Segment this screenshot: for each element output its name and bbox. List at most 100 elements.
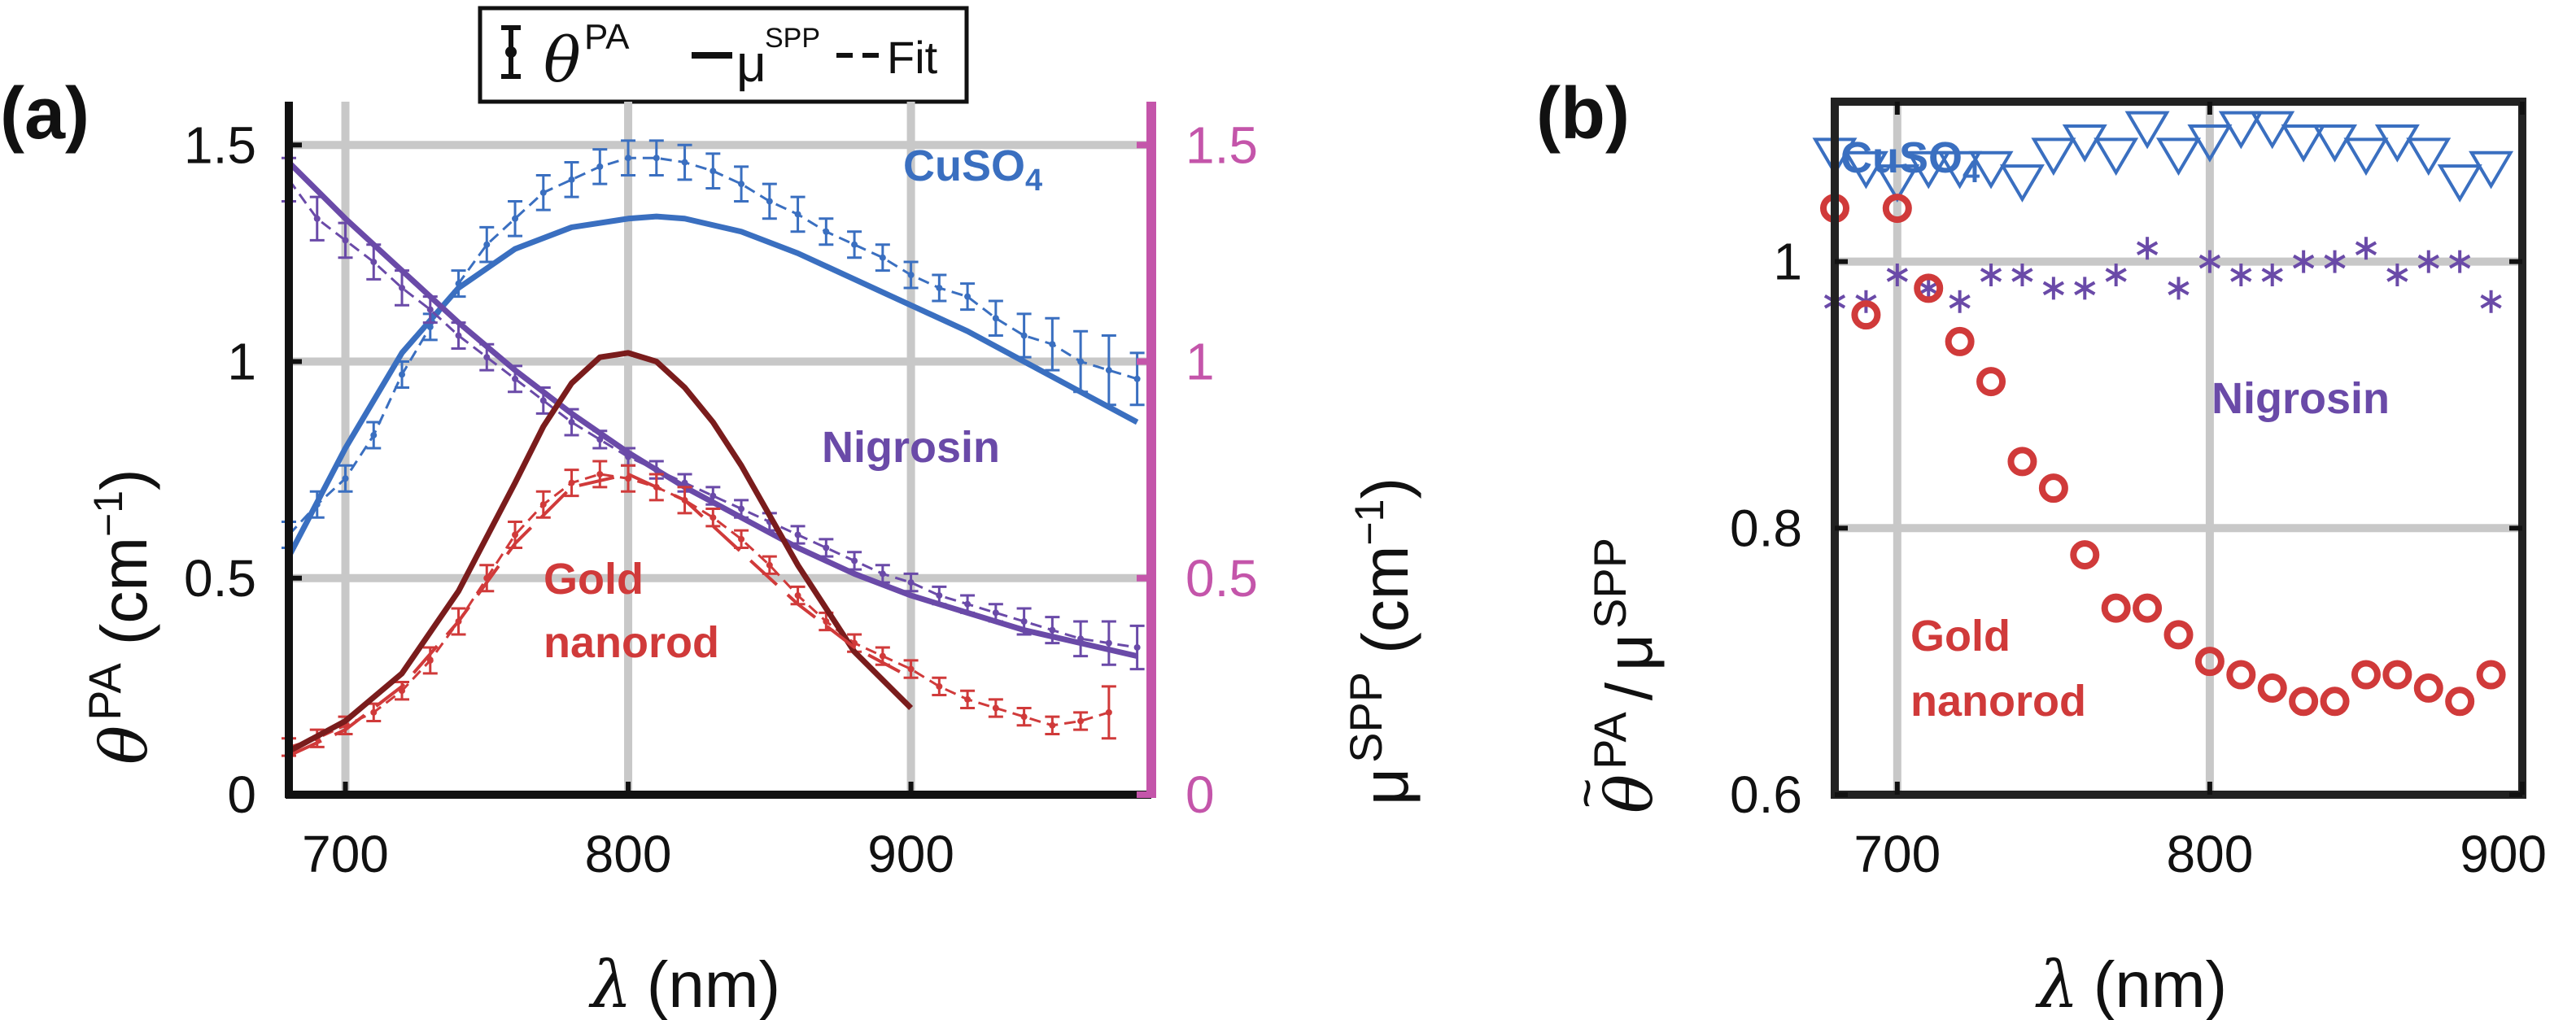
marker-nigrosin-14 <box>2261 264 2283 286</box>
svg-text:~: ~ <box>1557 778 1616 809</box>
marker-cuso4-15 <box>2281 124 2326 163</box>
marker-gold-1 <box>1851 300 1881 330</box>
marker-nigrosin-3 <box>1918 277 1940 300</box>
errorbar-point-a-4-3 <box>366 702 382 722</box>
marker-nigrosin-19 <box>2417 250 2439 273</box>
errorbar-point-a-4-23 <box>932 676 947 697</box>
marker-nigrosin-13 <box>2230 264 2252 286</box>
marker-nigrosin-9 <box>2105 264 2127 286</box>
errorbar-point-a-0-18 <box>790 195 806 233</box>
marker-cuso4-20 <box>2437 164 2482 203</box>
marker-nigrosin-15 <box>2293 250 2315 273</box>
axis-frame-b <box>1831 98 2526 799</box>
errorbar-point-a-0-24 <box>960 282 976 312</box>
errorbar-point-a-0-7 <box>479 225 495 264</box>
legend-fit-label: Fit <box>887 32 938 83</box>
errorbar-point-a-0-15 <box>705 152 721 190</box>
annotation-gold-b-2: nanorod <box>1910 677 2086 726</box>
series-fit-a-6 <box>288 472 912 757</box>
panel-b-xlabel: λ (nm) <box>2035 947 2227 1020</box>
marker-gold-13 <box>2226 660 2256 690</box>
marker-nigrosin-21 <box>2480 290 2502 313</box>
marker-nigrosin-11 <box>2168 277 2190 300</box>
marker-cuso4-21 <box>2469 150 2514 190</box>
errorbar-point-a-0-13 <box>648 139 664 177</box>
errorbar-point-a-0-26 <box>1016 312 1032 359</box>
marker-nigrosin-20 <box>2449 250 2471 273</box>
marker-cuso4-11 <box>2156 137 2201 177</box>
errorbar-point-a-0-25 <box>988 299 1003 338</box>
errorbar-point-a-4-28 <box>1073 711 1089 731</box>
marker-gold-10 <box>2133 593 2163 623</box>
marker-cuso4-8 <box>2062 124 2107 163</box>
marker-nigrosin-7 <box>2042 277 2064 300</box>
errorbar-point-a-2-1 <box>309 195 325 242</box>
panel-a-y2label: μSPP(cm−1) <box>1340 477 1421 805</box>
marker-gold-17 <box>2351 660 2381 690</box>
marker-gold-20 <box>2445 687 2475 717</box>
marker-cuso4-9 <box>2094 137 2139 177</box>
marker-nigrosin-18 <box>2386 264 2408 286</box>
panel-b: (b) 700 800 900 0.6 0.8 1 CuSO4 Nigrosin Gold… <box>1536 73 2547 1020</box>
errorbar-point-a-2-30 <box>1129 624 1145 671</box>
errorbar-point-a-0-8 <box>508 199 523 238</box>
marker-nigrosin-5 <box>1980 264 2002 286</box>
svg-text:θPA/μSPP: θPA/μSPP <box>1584 538 1667 813</box>
errorbar-point-a-0-10 <box>564 161 579 198</box>
ytick-label-b-2: 1 <box>1773 233 1802 291</box>
marker-cuso4-16 <box>2312 124 2358 163</box>
annotation-nigrosin-a: Nigrosin <box>822 423 1000 472</box>
marker-gold-3 <box>1914 273 1944 303</box>
marker-gold-2 <box>1882 194 1912 224</box>
marker-gold-5 <box>1976 367 2006 397</box>
marker-cuso4-19 <box>2406 137 2452 177</box>
marker-gold-18 <box>2382 660 2412 690</box>
errorbar-point-a-4-17 <box>762 555 777 575</box>
errorbar-point-a-2-20 <box>847 551 862 571</box>
marker-nigrosin-6 <box>2011 264 2033 286</box>
errorbar-point-a-2-19 <box>819 538 834 558</box>
marker-cuso4-6 <box>1999 164 2045 203</box>
errorbar-point-a-4-12 <box>621 464 636 493</box>
marker-nigrosin-4 <box>1949 290 1971 313</box>
panel-a-label: (a) <box>0 73 90 155</box>
errorbar-point-a-4-15 <box>705 508 721 528</box>
errorbar-point-a-0-14 <box>677 143 692 181</box>
xtick-label-b-0: 700 <box>1853 825 1941 883</box>
marker-cuso4-14 <box>2250 111 2295 150</box>
xtick-label-b-1: 800 <box>2167 825 2254 883</box>
errorbar-point-a-0-21 <box>875 243 890 272</box>
marker-gold-21 <box>2476 660 2506 690</box>
marker-gold-8 <box>2070 540 2100 570</box>
errorbar-point-a-4-22 <box>903 659 919 679</box>
y2tick-label-a-2: 1 <box>1185 333 1215 391</box>
errorbar-point-a-0-29 <box>1101 334 1116 407</box>
errorbar-point-a-0-9 <box>535 174 551 211</box>
marker-nigrosin-10 <box>2136 237 2159 260</box>
marker-gold-6 <box>2007 447 2037 477</box>
errorbar-point-a-0-20 <box>847 230 862 259</box>
marker-nigrosin-16 <box>2324 250 2346 273</box>
errorbar-point-a-2-2 <box>338 221 353 259</box>
errorbar-point-a-0-3 <box>366 421 382 450</box>
ytick-label-a-2: 1 <box>227 333 256 391</box>
legend-line-sup: SPP <box>765 23 820 54</box>
marker-cuso4-13 <box>2218 111 2264 150</box>
series-line-a-1 <box>286 213 1139 558</box>
panel-a-xlabel: λ (nm) <box>588 947 780 1020</box>
y2tick-label-a-0: 0 <box>1185 765 1215 824</box>
series-dash-a-0 <box>287 156 1138 536</box>
marker-cuso4-1 <box>1843 150 1888 190</box>
errorbar-point-a-2-22 <box>903 572 919 593</box>
marker-gold-9 <box>2101 593 2131 623</box>
marker-cuso4-18 <box>2374 124 2420 163</box>
panel-b-ylabel: θPA/μSPP ~ <box>1557 538 1667 813</box>
xtick-label-a-2: 900 <box>867 825 954 883</box>
marker-gold-15 <box>2289 687 2319 717</box>
errorbar-point-a-0-12 <box>621 139 636 177</box>
marker-nigrosin-2 <box>1886 264 1908 286</box>
marker-cuso4-17 <box>2343 137 2389 177</box>
errorbar-point-a-0-17 <box>762 182 777 220</box>
errorbar-point-a-0-22 <box>903 260 919 290</box>
